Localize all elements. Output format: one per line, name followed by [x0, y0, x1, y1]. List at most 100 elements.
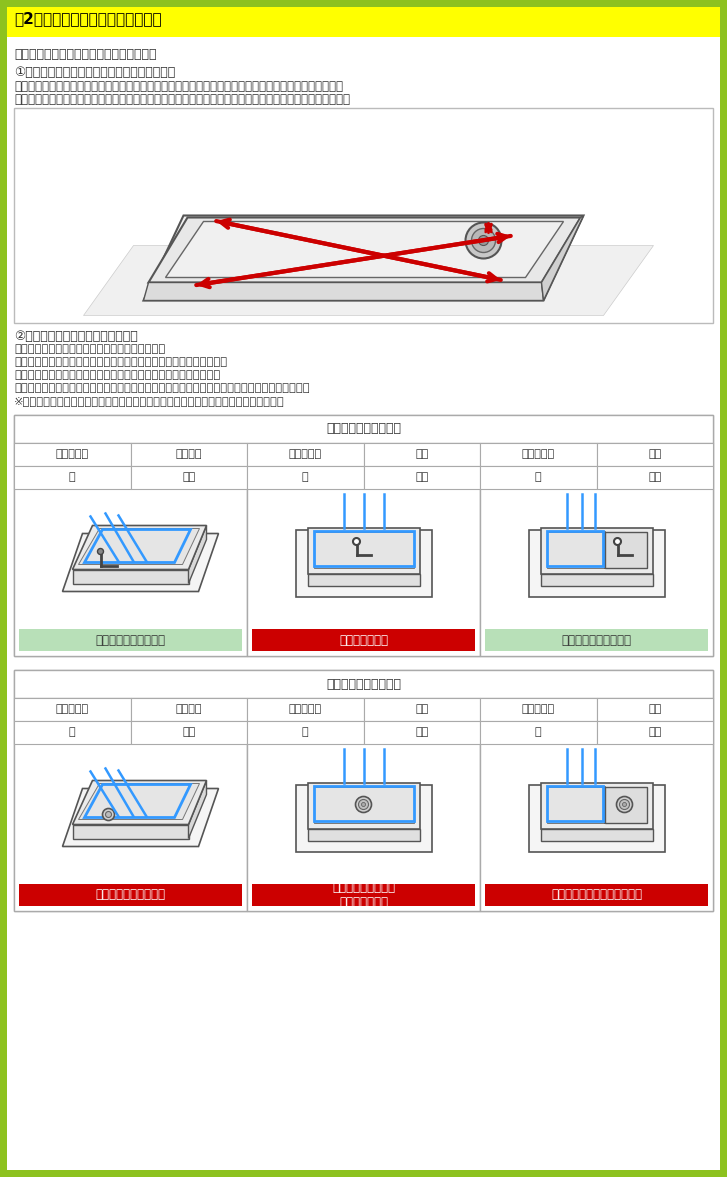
Text: ①防水フロア（防水パン）をご確認ください。: ①防水フロア（防水パン）をご確認ください。 [14, 66, 175, 79]
Bar [247, 698, 480, 911]
Circle shape [97, 548, 103, 554]
Text: 足台が必要です: 足台が必要です [339, 633, 388, 646]
Bar [364, 698, 480, 722]
Bar [596, 722, 713, 744]
Polygon shape [295, 530, 432, 597]
Text: ②排水口の位置をご確認ください。: ②排水口の位置をご確認ください。 [14, 330, 137, 343]
Polygon shape [547, 532, 646, 567]
Polygon shape [295, 785, 432, 851]
Text: 設置に必要な別途部品は予めお客様にてご用意をお願い致します。: 設置に必要な別途部品は予めお客様にてご用意をお願い致します。 [14, 370, 220, 380]
Polygon shape [188, 525, 206, 584]
Bar [252, 629, 475, 651]
Polygon shape [313, 786, 414, 823]
Bar [14, 698, 247, 911]
Polygon shape [188, 780, 206, 838]
Polygon shape [143, 282, 544, 300]
Bar [14, 443, 247, 656]
Polygon shape [540, 829, 653, 840]
Bar [14, 698, 131, 722]
Text: ※商品開梱後の交換・返品はいたしかねます。必ず設置場所を事前にご確認ください。: ※商品開梱後の交換・返品はいたしかねます。必ず設置場所を事前にご確認ください。 [14, 395, 285, 406]
Text: 台: 台 [302, 472, 308, 483]
Text: マンションやアパートには、下記のようなプラスチック製の防水フロアを使用している場合があります。: マンションやアパートには、下記のようなプラスチック製の防水フロアを使用している場… [14, 80, 343, 93]
Text: 排水口位置: 排水口位置 [289, 450, 322, 459]
Polygon shape [73, 525, 206, 570]
Text: そのまま設置できます: そのまま設置できます [95, 633, 166, 646]
Polygon shape [308, 527, 419, 573]
Circle shape [358, 799, 369, 810]
Text: 防水フロアにはさまざまなタイプがございます。: 防水フロアにはさまざまなタイプがございます。 [14, 344, 165, 354]
Text: なし: なし [415, 727, 428, 738]
Polygon shape [604, 532, 646, 567]
Circle shape [619, 799, 630, 810]
Text: あり: あり [648, 727, 662, 738]
Bar [14, 670, 713, 698]
Polygon shape [79, 784, 199, 819]
Circle shape [472, 228, 496, 253]
Circle shape [353, 538, 360, 545]
Circle shape [616, 797, 632, 812]
Circle shape [478, 235, 489, 246]
Polygon shape [308, 829, 419, 840]
Text: そのまま設置できます: そのまま設置できます [561, 633, 632, 646]
Text: なし: なし [182, 472, 196, 483]
Text: 排水口の位置等によっては別途部品が必要になる場合がございます。: 排水口の位置等によっては別途部品が必要になる場合がございます。 [14, 357, 227, 367]
Polygon shape [540, 783, 653, 829]
Text: 排水エルボがある場合: 排水エルボがある場合 [326, 423, 401, 435]
Circle shape [361, 803, 366, 806]
Text: 真下: 真下 [415, 705, 428, 714]
Text: 設置場所に防水フロアがあるか、また、ご購入の機種が防水フロア内に収まるか、内径をご確認ください。: 設置場所に防水フロアがあるか、また、ご購入の機種が防水フロア内に収まるか、内径を… [14, 93, 350, 106]
Bar [131, 443, 247, 466]
Polygon shape [166, 221, 563, 278]
Bar [14, 415, 713, 656]
Text: 排水口位置: 排水口位置 [522, 705, 555, 714]
Text: 排水口位置: 排水口位置 [289, 705, 322, 714]
Text: 台: 台 [69, 727, 76, 738]
Bar [596, 443, 713, 466]
Bar [364, 466, 480, 488]
Text: 排水エルボが必要です: 排水エルボが必要です [95, 889, 166, 902]
Circle shape [465, 222, 502, 259]
Polygon shape [308, 783, 419, 829]
Polygon shape [73, 825, 188, 838]
Text: 洗濯機を設置する場所をご確認ください。: 洗濯機を設置する場所をご確認ください。 [14, 48, 156, 61]
Bar [19, 629, 242, 651]
Polygon shape [143, 215, 584, 300]
Bar [14, 670, 713, 911]
Bar [485, 884, 708, 906]
Polygon shape [148, 218, 580, 282]
Bar [485, 629, 708, 651]
Text: 排水エルボがない場合: 排水エルボがない場合 [326, 678, 401, 691]
Polygon shape [540, 573, 653, 585]
Text: 真下排水ユニットが必要です: 真下排水ユニットが必要です [551, 889, 642, 902]
Text: 真下排水ユニットと
足台が必要です: 真下排水ユニットと 足台が必要です [332, 882, 395, 909]
Polygon shape [308, 573, 419, 585]
Bar [480, 698, 596, 722]
Bar [247, 698, 364, 722]
Bar [247, 443, 480, 656]
Bar [14, 415, 713, 443]
Bar [14, 443, 131, 466]
Text: 真下: 真下 [648, 450, 662, 459]
Text: 台: 台 [302, 727, 308, 738]
Polygon shape [169, 222, 560, 275]
Bar [480, 698, 713, 911]
Polygon shape [63, 533, 219, 592]
Text: 排水口位置: 排水口位置 [522, 450, 555, 459]
Bar [364, 722, 480, 744]
Text: 台: 台 [535, 727, 542, 738]
Circle shape [105, 811, 111, 818]
Text: 真下以外: 真下以外 [175, 450, 202, 459]
Bar [480, 466, 596, 488]
Text: なし: なし [415, 472, 428, 483]
Text: 【2：設置場所をご確認ください】: 【2：設置場所をご確認ください】 [14, 11, 161, 26]
Circle shape [614, 538, 621, 545]
Polygon shape [604, 786, 646, 823]
Circle shape [103, 809, 114, 820]
Bar [131, 466, 247, 488]
Bar [14, 466, 131, 488]
Text: 排水口位置: 排水口位置 [56, 705, 89, 714]
Bar [7, 7, 720, 36]
Polygon shape [73, 570, 188, 584]
Bar [480, 722, 596, 744]
Text: 排水口位置: 排水口位置 [56, 450, 89, 459]
